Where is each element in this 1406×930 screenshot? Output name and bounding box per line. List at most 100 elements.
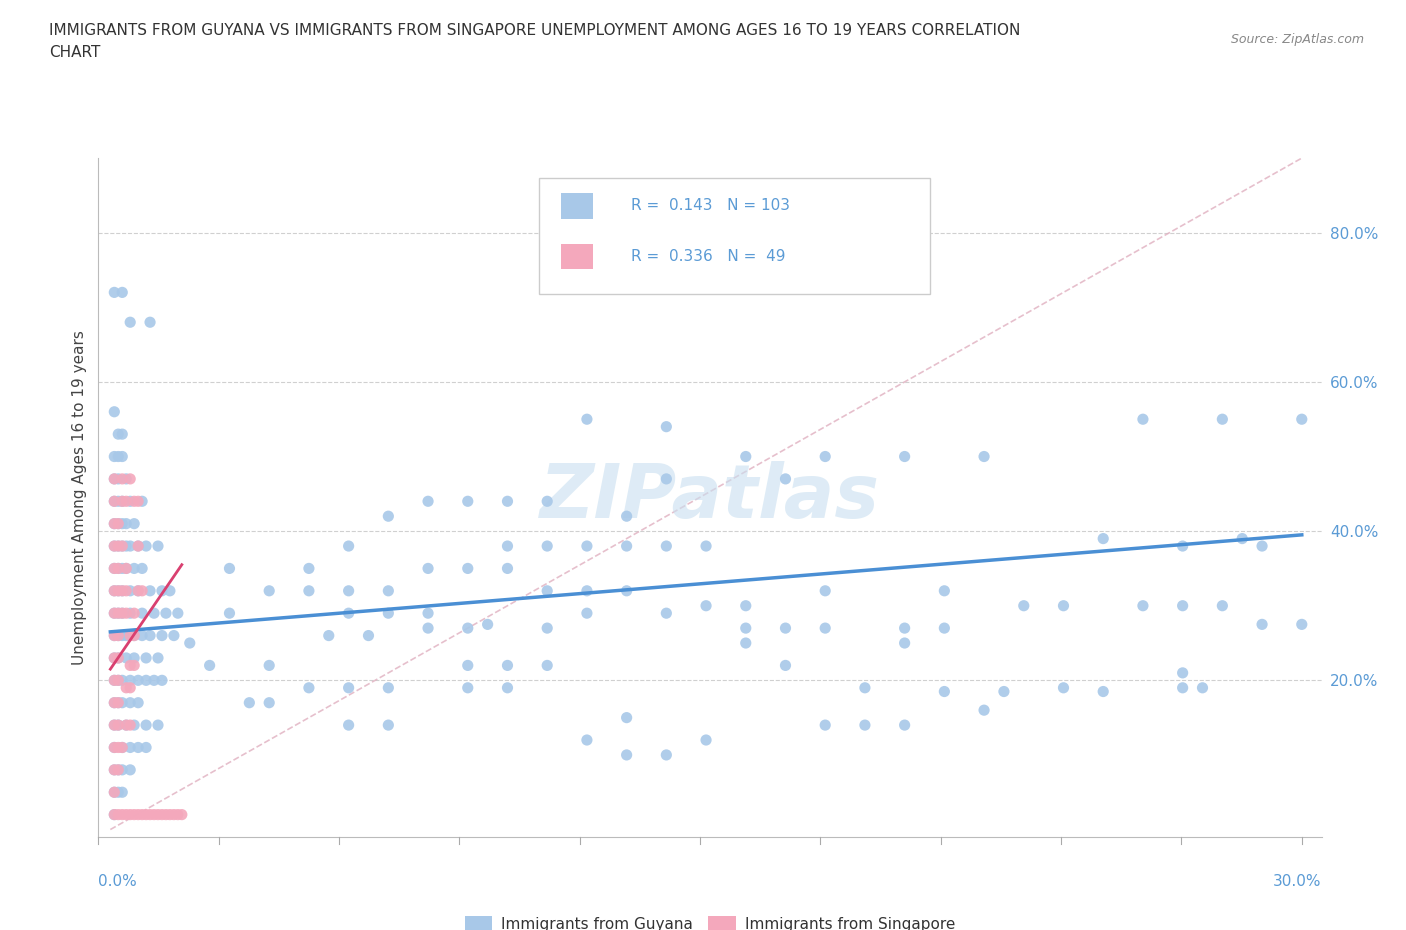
Point [115,538,138,553]
Point [122,561,145,576]
Point [103,718,125,733]
Point [107,696,129,711]
Point [107,516,129,531]
Point [120,681,142,696]
Point [150,807,173,822]
Point [416,620,439,635]
Point [146,718,169,733]
Point [103,628,125,643]
Point [103,740,125,755]
Text: 0.0%: 0.0% [98,874,138,889]
Point [122,807,145,822]
Point [166,605,188,620]
Point [127,740,149,755]
Point [120,628,142,643]
Point [115,681,138,696]
Point [146,650,169,665]
Point [115,718,138,733]
Point [496,681,519,696]
Point [107,673,129,688]
Point [1291,412,1313,427]
Point [103,472,125,486]
Point [973,449,995,464]
Point [107,650,129,665]
Point [416,605,439,620]
Point [616,538,638,553]
Point [103,449,125,464]
Point [103,516,125,531]
Point [734,635,756,650]
Point [111,538,134,553]
Point [107,785,129,800]
Point [775,658,797,672]
Point [107,583,129,598]
Point [135,538,157,553]
Point [107,538,129,553]
Point [111,538,134,553]
Text: R =  0.336   N =  49: R = 0.336 N = 49 [630,249,785,264]
Point [122,628,145,643]
Point [127,583,149,598]
Point [1171,666,1194,681]
Point [103,583,125,598]
Point [103,405,125,419]
Point [973,703,995,718]
Point [122,650,145,665]
Point [103,807,125,822]
Point [111,740,134,755]
Point [111,673,134,688]
Point [893,635,915,650]
Point [107,673,129,688]
Point [135,673,157,688]
Point [893,718,915,733]
Point [1052,681,1074,696]
Bar [561,193,593,219]
Point [163,807,186,822]
Point [122,605,145,620]
Point [655,419,678,434]
Point [337,538,360,553]
Point [107,605,129,620]
Point [457,561,479,576]
Point [107,763,129,777]
Point [120,472,142,486]
Point [131,628,153,643]
Point [853,681,876,696]
Point [103,538,125,553]
Point [107,449,129,464]
Point [1211,598,1233,613]
Point [695,733,717,748]
Point [103,561,125,576]
Point [536,583,558,598]
Point [575,605,598,620]
Point [337,681,360,696]
Point [377,605,399,620]
Point [257,696,280,711]
Point [103,650,125,665]
Point [139,807,162,822]
Point [814,449,837,464]
Point [616,711,638,725]
Point [115,516,138,531]
Text: Source: ZipAtlas.com: Source: ZipAtlas.com [1230,33,1364,46]
Point [120,583,142,598]
Point [218,561,240,576]
Point [111,785,134,800]
Point [695,538,717,553]
Point [131,561,153,576]
Y-axis label: Unemployment Among Ages 16 to 19 years: Unemployment Among Ages 16 to 19 years [72,330,87,665]
Point [616,509,638,524]
Point [111,583,134,598]
Point [131,605,153,620]
Point [377,583,399,598]
Point [575,412,598,427]
Point [1092,684,1115,699]
Point [122,718,145,733]
Point [179,635,201,650]
Point [655,748,678,763]
Point [122,494,145,509]
Point [107,650,129,665]
Point [1251,617,1274,631]
Point [103,583,125,598]
Point [115,583,138,598]
